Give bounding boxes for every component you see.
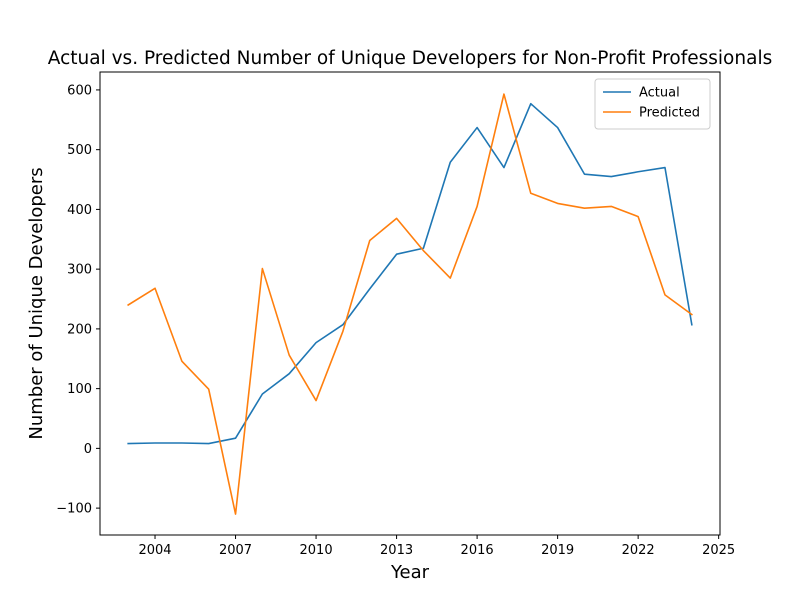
x-tick-label: 2022 — [622, 543, 655, 558]
y-tick-label: 200 — [67, 322, 92, 337]
x-tick-label: 2013 — [380, 543, 413, 558]
y-tick-label: 600 — [67, 83, 92, 98]
y-axis-ticks: −100 0 100 200 300 400 500 600 — [56, 83, 100, 517]
x-axis-title: Year — [390, 562, 430, 583]
y-tick-label: 0 — [84, 442, 92, 457]
legend-label-actual: Actual — [639, 86, 680, 101]
legend-label-predicted: Predicted — [639, 106, 700, 121]
plot-frame — [99, 71, 721, 536]
x-tick-label: 2019 — [541, 543, 574, 558]
x-tick-label: 2025 — [702, 543, 735, 558]
y-tick-label: 300 — [67, 263, 92, 278]
series-line-predicted — [127, 93, 693, 515]
x-tick-label: 2010 — [300, 543, 333, 558]
y-axis-title: Number of Unique Developers — [26, 167, 47, 439]
x-tick-label: 2016 — [461, 543, 494, 558]
y-tick-label: −100 — [56, 502, 92, 517]
y-tick-label: 500 — [67, 143, 92, 158]
y-tick-label: 400 — [67, 203, 92, 218]
series-lines — [127, 93, 693, 515]
chart-title: Actual vs. Predicted Number of Unique De… — [48, 48, 772, 69]
x-tick-label: 2004 — [138, 543, 171, 558]
y-tick-label: 100 — [67, 382, 92, 397]
x-axis-ticks: 2004 2007 2010 2013 2016 2019 2022 2025 — [138, 535, 735, 558]
legend: Actual Predicted — [594, 78, 711, 130]
series-line-actual — [127, 102, 693, 445]
x-tick-label: 2007 — [219, 543, 252, 558]
